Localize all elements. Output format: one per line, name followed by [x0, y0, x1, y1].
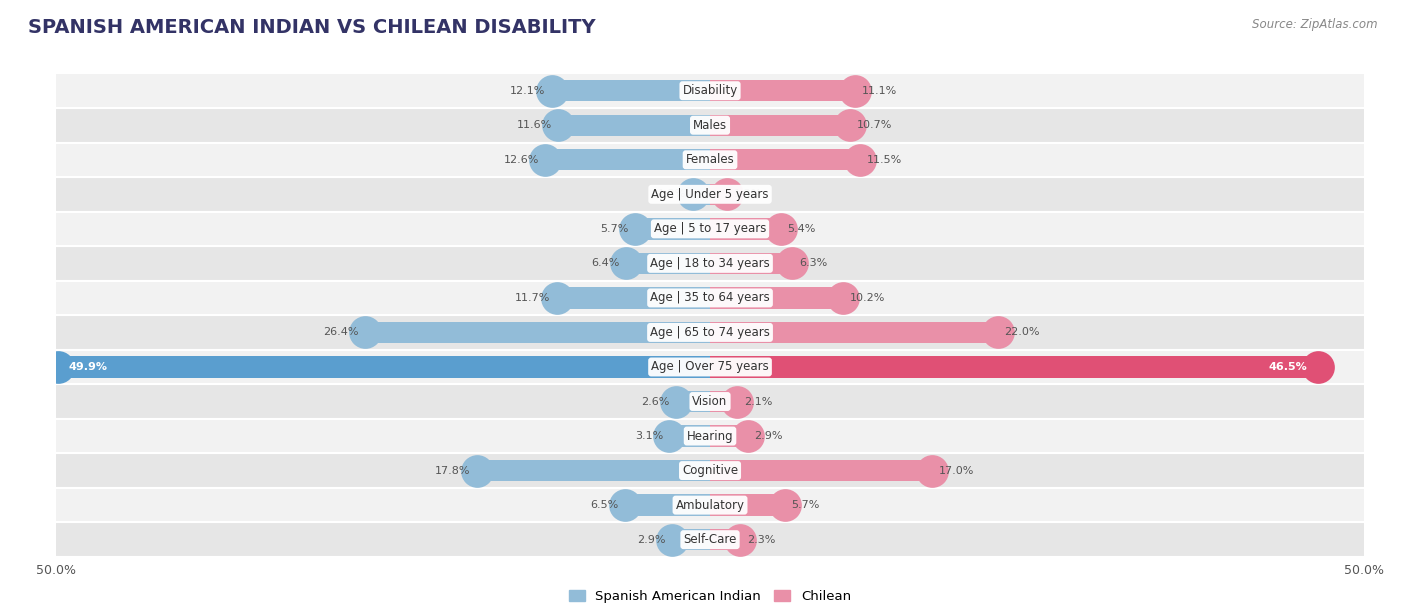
Text: 6.3%: 6.3%: [799, 258, 827, 269]
Bar: [710, 494, 785, 516]
Bar: [710, 529, 740, 550]
Text: 49.9%: 49.9%: [67, 362, 107, 372]
Bar: [56, 349, 1364, 384]
Bar: [626, 494, 710, 516]
Bar: [364, 322, 710, 343]
Text: 26.4%: 26.4%: [323, 327, 359, 337]
Bar: [56, 177, 1364, 212]
Text: Age | Over 75 years: Age | Over 75 years: [651, 360, 769, 373]
Bar: [676, 391, 710, 412]
Bar: [710, 149, 860, 171]
Bar: [56, 384, 1364, 419]
Bar: [58, 356, 710, 378]
Text: Cognitive: Cognitive: [682, 464, 738, 477]
Text: 46.5%: 46.5%: [1268, 362, 1308, 372]
Text: 2.1%: 2.1%: [744, 397, 772, 406]
Text: Females: Females: [686, 153, 734, 166]
Text: 22.0%: 22.0%: [1004, 327, 1039, 337]
Text: 5.7%: 5.7%: [792, 500, 820, 510]
Text: 10.2%: 10.2%: [851, 293, 886, 303]
Bar: [710, 356, 1317, 378]
Bar: [558, 114, 710, 136]
Bar: [477, 460, 710, 481]
Bar: [710, 184, 727, 205]
Bar: [636, 218, 710, 239]
Bar: [56, 419, 1364, 453]
Text: Source: ZipAtlas.com: Source: ZipAtlas.com: [1253, 18, 1378, 31]
Bar: [710, 287, 844, 308]
Text: 17.0%: 17.0%: [939, 466, 974, 476]
Bar: [56, 281, 1364, 315]
Bar: [56, 108, 1364, 143]
Text: 5.4%: 5.4%: [787, 224, 815, 234]
Bar: [557, 287, 710, 308]
Text: 11.6%: 11.6%: [516, 120, 551, 130]
Bar: [56, 453, 1364, 488]
Text: 11.1%: 11.1%: [862, 86, 897, 95]
Bar: [669, 425, 710, 447]
Text: 12.6%: 12.6%: [503, 155, 538, 165]
Text: 5.7%: 5.7%: [600, 224, 628, 234]
Text: Hearing: Hearing: [686, 430, 734, 442]
Bar: [693, 184, 710, 205]
Bar: [710, 80, 855, 102]
Bar: [710, 218, 780, 239]
Bar: [710, 391, 738, 412]
Text: 17.8%: 17.8%: [436, 466, 471, 476]
Bar: [56, 315, 1364, 349]
Text: Males: Males: [693, 119, 727, 132]
Text: Disability: Disability: [682, 84, 738, 97]
Bar: [56, 73, 1364, 108]
Text: 1.3%: 1.3%: [658, 189, 686, 200]
Bar: [551, 80, 710, 102]
Bar: [672, 529, 710, 550]
Text: 11.7%: 11.7%: [515, 293, 551, 303]
Text: 2.3%: 2.3%: [747, 535, 775, 545]
Text: 2.9%: 2.9%: [637, 535, 665, 545]
Text: Age | 18 to 34 years: Age | 18 to 34 years: [650, 257, 770, 270]
Legend: Spanish American Indian, Chilean: Spanish American Indian, Chilean: [564, 584, 856, 608]
Text: SPANISH AMERICAN INDIAN VS CHILEAN DISABILITY: SPANISH AMERICAN INDIAN VS CHILEAN DISAB…: [28, 18, 596, 37]
Bar: [710, 114, 851, 136]
Bar: [546, 149, 710, 171]
Bar: [710, 425, 748, 447]
Text: 2.9%: 2.9%: [755, 431, 783, 441]
Text: 11.5%: 11.5%: [868, 155, 903, 165]
Text: 2.6%: 2.6%: [641, 397, 669, 406]
Bar: [626, 253, 710, 274]
Text: 6.4%: 6.4%: [592, 258, 620, 269]
Text: 3.1%: 3.1%: [634, 431, 664, 441]
Text: Age | 35 to 64 years: Age | 35 to 64 years: [650, 291, 770, 304]
Bar: [56, 488, 1364, 523]
Bar: [56, 143, 1364, 177]
Text: Age | Under 5 years: Age | Under 5 years: [651, 188, 769, 201]
Text: 1.3%: 1.3%: [734, 189, 762, 200]
Text: Vision: Vision: [692, 395, 728, 408]
Bar: [56, 212, 1364, 246]
Text: Age | 65 to 74 years: Age | 65 to 74 years: [650, 326, 770, 339]
Bar: [56, 523, 1364, 557]
Text: Self-Care: Self-Care: [683, 533, 737, 546]
Bar: [710, 460, 932, 481]
Text: Age | 5 to 17 years: Age | 5 to 17 years: [654, 222, 766, 236]
Bar: [710, 322, 998, 343]
Text: Ambulatory: Ambulatory: [675, 499, 745, 512]
Bar: [56, 246, 1364, 281]
Text: 6.5%: 6.5%: [591, 500, 619, 510]
Text: 10.7%: 10.7%: [856, 120, 891, 130]
Text: 12.1%: 12.1%: [510, 86, 546, 95]
Bar: [710, 253, 793, 274]
